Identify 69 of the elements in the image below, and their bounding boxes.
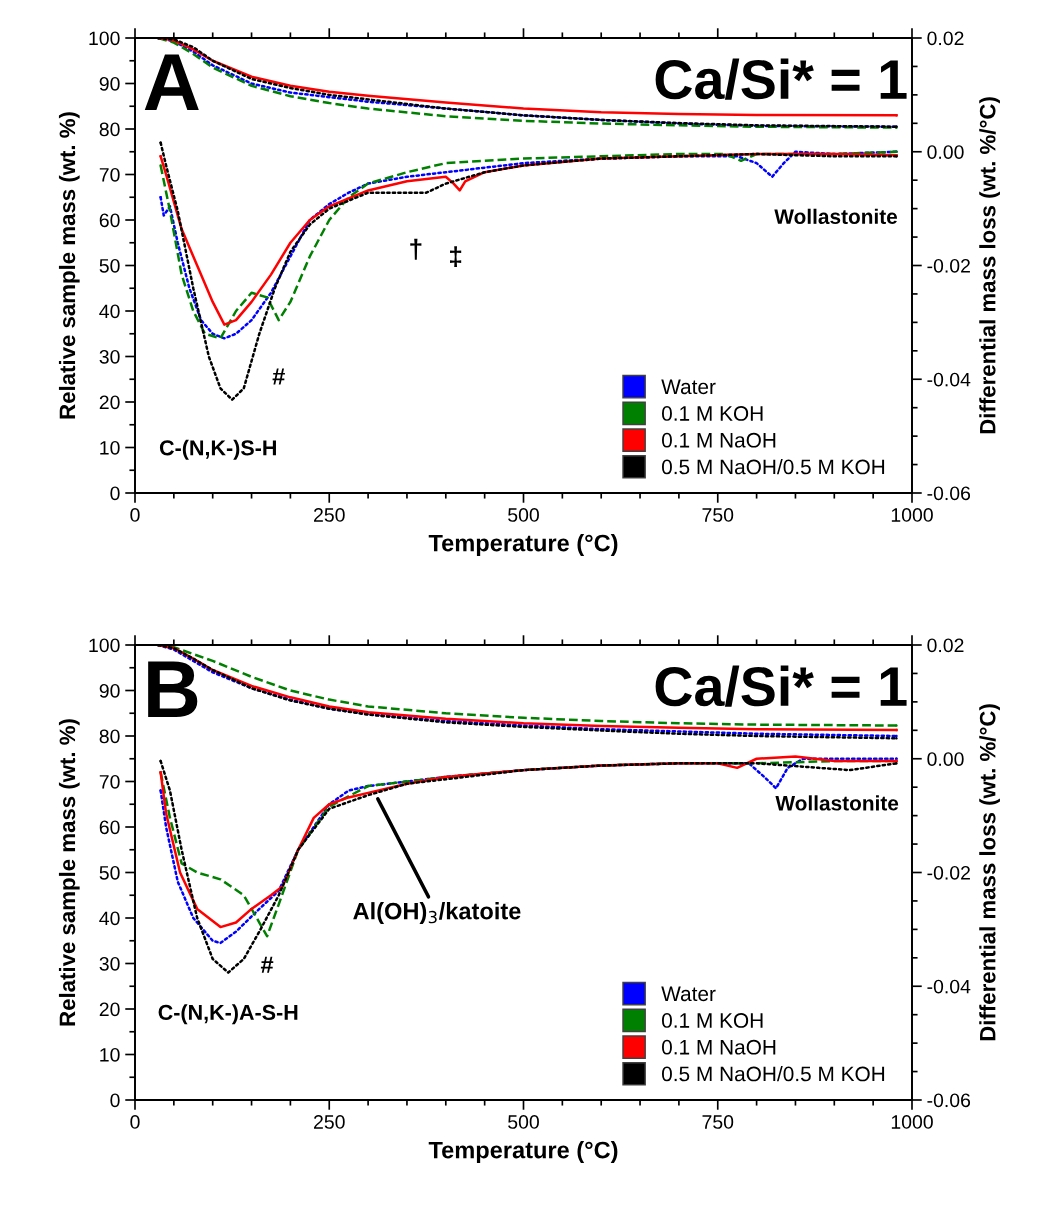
annotation: # — [260, 956, 274, 973]
y-tick-label: 20 — [99, 1002, 120, 1017]
y2-tick-label: -0.04 — [927, 372, 971, 387]
x-tick-label: 750 — [702, 1115, 734, 1129]
annotation: C-(N,K-)S-H — [159, 439, 276, 460]
y2-tick-label: -0.06 — [927, 486, 971, 501]
legend-label: Water — [661, 986, 716, 1002]
legend-label: 0.5 M NaOH/0.5 M KOH — [661, 1066, 885, 1082]
y-tick-label: 50 — [99, 865, 120, 880]
y-axis-title: Relative sample mass (wt. %) — [58, 112, 80, 419]
annotation: A — [144, 54, 199, 111]
legend-label: 0.1 M KOH — [661, 406, 763, 421]
annotation: Al(OH)$_{3}$/katoite — [353, 902, 521, 925]
y-tick-label: 80 — [99, 122, 120, 137]
x-tick-label: 500 — [508, 1115, 539, 1129]
x-axis-title: Temperature (°C) — [428, 534, 618, 557]
x-tick-label: 500 — [508, 508, 539, 522]
y2-tick-label: -0.04 — [927, 979, 971, 994]
annotation: Ca/Si* = 1 — [655, 58, 907, 100]
x-tick-label: 1000 — [891, 508, 933, 522]
x-tick-label: 250 — [314, 508, 345, 522]
legend-label: 0.5 M NaOH/0.5 M KOH — [661, 459, 885, 475]
y2-tick-label: -0.02 — [927, 865, 970, 880]
y-tick-label: 90 — [99, 76, 120, 91]
y-tick-label: 100 — [89, 31, 120, 46]
y-tick-label: 60 — [99, 820, 120, 835]
x-axis-title: Temperature (°C) — [428, 1141, 618, 1164]
x-tick-label: 1000 — [891, 1115, 933, 1129]
y-tick-label: 80 — [99, 729, 120, 744]
annotation: ‡ — [450, 246, 462, 268]
y-tick-label: 40 — [99, 304, 120, 319]
y2-axis-title: Differential mass loss (wt. %/°C) — [979, 704, 1000, 1041]
y-tick-label: 0 — [110, 1093, 120, 1108]
x-tick-label: 750 — [702, 508, 734, 522]
y2-tick-label: 0.02 — [927, 638, 964, 653]
y-tick-label: 0 — [110, 486, 120, 501]
annotation: † — [410, 238, 422, 260]
y-tick-label: 30 — [99, 956, 120, 971]
y-tick-label: 40 — [99, 911, 120, 926]
y2-tick-label: -0.06 — [927, 1093, 971, 1108]
y-tick-label: 70 — [99, 167, 120, 182]
y-tick-label: 100 — [89, 638, 120, 653]
y-tick-label: 10 — [100, 440, 120, 455]
y2-tick-label: 0.02 — [927, 31, 964, 46]
x-tick-label: 0 — [130, 1115, 140, 1129]
annotation: C-(N,K-)A-S-H — [158, 1004, 298, 1025]
x-tick-label: 250 — [314, 1115, 345, 1129]
y2-tick-label: 0.00 — [927, 752, 964, 766]
legend-label: 0.1 M NaOH — [661, 432, 776, 448]
y-axis-title: Relative sample mass (wt. %) — [58, 719, 80, 1026]
legend-label: 0.1 M KOH — [661, 1013, 763, 1028]
annotation: Wollastonite — [775, 795, 899, 811]
y-tick-label: 70 — [99, 774, 120, 789]
y-tick-label: 20 — [99, 395, 120, 410]
legend-label: Water — [661, 379, 716, 395]
annotation: B — [148, 661, 198, 718]
y2-tick-label: 0.00 — [927, 145, 964, 159]
y-tick-label: 50 — [99, 258, 120, 273]
annotation: Ca/Si* = 1 — [655, 665, 907, 707]
y2-tick-label: -0.02 — [927, 258, 970, 273]
annotation: Wollastonite — [774, 208, 898, 225]
y2-axis-title: Differential mass loss (wt. %/°C) — [979, 97, 1000, 434]
y-tick-label: 60 — [99, 213, 120, 228]
y-tick-label: 30 — [99, 349, 120, 364]
y-tick-label: 10 — [100, 1047, 120, 1062]
annotation: # — [272, 368, 285, 385]
legend-label: 0.1 M NaOH — [661, 1039, 776, 1055]
y-tick-label: 90 — [99, 683, 120, 698]
x-tick-label: 0 — [130, 508, 140, 522]
